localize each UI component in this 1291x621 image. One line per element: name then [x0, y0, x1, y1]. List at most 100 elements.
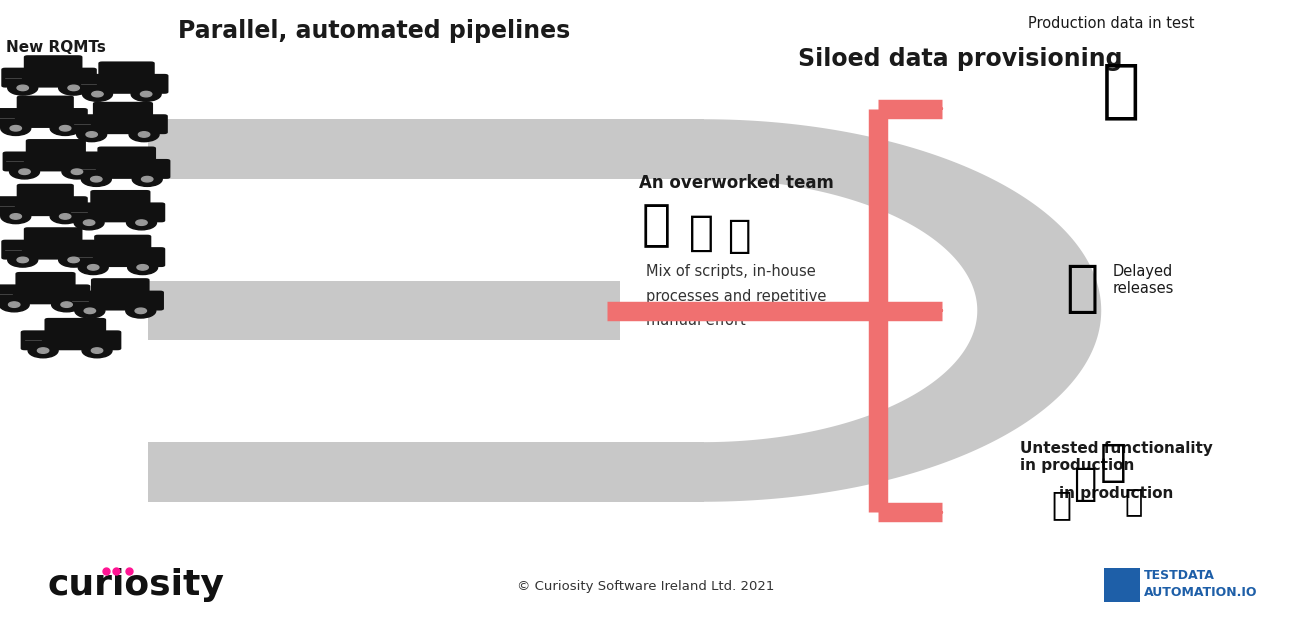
Circle shape	[0, 297, 30, 312]
Circle shape	[19, 169, 30, 175]
Circle shape	[59, 214, 71, 219]
Circle shape	[1, 209, 31, 224]
Text: curiosity: curiosity	[46, 568, 225, 602]
FancyBboxPatch shape	[77, 74, 168, 94]
FancyBboxPatch shape	[0, 284, 90, 304]
FancyBboxPatch shape	[94, 235, 151, 252]
Circle shape	[90, 176, 102, 182]
Text: 🚗: 🚗	[1124, 489, 1143, 517]
Text: 🔧: 🔧	[727, 217, 750, 255]
Circle shape	[84, 220, 94, 225]
Circle shape	[52, 297, 81, 312]
Bar	[148, 281, 620, 340]
FancyBboxPatch shape	[93, 102, 154, 119]
Circle shape	[83, 343, 112, 358]
FancyBboxPatch shape	[68, 291, 164, 310]
Text: in production: in production	[1059, 486, 1174, 501]
Circle shape	[10, 125, 22, 131]
Text: Siloed data provisioning: Siloed data provisioning	[798, 47, 1122, 71]
FancyBboxPatch shape	[26, 139, 86, 156]
Circle shape	[74, 215, 105, 230]
Circle shape	[17, 85, 28, 91]
Circle shape	[132, 172, 163, 186]
Bar	[148, 442, 620, 502]
Circle shape	[8, 253, 37, 267]
Text: New RQMTs: New RQMTs	[6, 40, 106, 55]
Circle shape	[88, 265, 99, 270]
Circle shape	[84, 308, 96, 314]
Circle shape	[58, 253, 89, 267]
Text: Delayed
releases: Delayed releases	[1113, 264, 1175, 296]
Circle shape	[86, 132, 97, 137]
FancyBboxPatch shape	[72, 247, 165, 267]
Circle shape	[142, 176, 152, 182]
Circle shape	[28, 343, 58, 358]
Circle shape	[59, 125, 71, 131]
Circle shape	[68, 85, 79, 91]
FancyBboxPatch shape	[75, 159, 170, 179]
Circle shape	[137, 265, 148, 270]
FancyBboxPatch shape	[70, 114, 168, 134]
Text: Mix of scripts, in-house
processes and repetitive
manual effort: Mix of scripts, in-house processes and r…	[646, 264, 826, 328]
Circle shape	[8, 81, 37, 95]
Circle shape	[81, 172, 111, 186]
Circle shape	[138, 132, 150, 137]
Text: 🚧: 🚧	[1065, 262, 1099, 315]
Circle shape	[17, 257, 28, 263]
FancyBboxPatch shape	[1, 240, 97, 260]
Circle shape	[62, 165, 92, 179]
FancyBboxPatch shape	[0, 196, 88, 216]
Circle shape	[128, 260, 158, 274]
Text: TESTDATA
AUTOMATION.IO: TESTDATA AUTOMATION.IO	[1144, 569, 1257, 599]
Circle shape	[37, 348, 49, 353]
Circle shape	[71, 169, 83, 175]
Text: Production data in test: Production data in test	[1028, 16, 1194, 30]
FancyBboxPatch shape	[98, 61, 155, 79]
Circle shape	[50, 209, 80, 224]
Text: 👮: 👮	[1101, 59, 1140, 121]
Circle shape	[83, 87, 112, 101]
FancyBboxPatch shape	[1, 68, 97, 88]
FancyBboxPatch shape	[23, 227, 83, 245]
Circle shape	[9, 302, 19, 307]
Circle shape	[10, 214, 22, 219]
Circle shape	[1, 121, 31, 135]
Text: An overworked team: An overworked team	[639, 174, 834, 192]
FancyBboxPatch shape	[0, 108, 88, 128]
FancyBboxPatch shape	[67, 202, 165, 222]
Text: © Curiosity Software Ireland Ltd. 2021: © Curiosity Software Ireland Ltd. 2021	[516, 581, 775, 593]
Circle shape	[9, 165, 40, 179]
Circle shape	[79, 260, 108, 274]
PathPatch shape	[704, 119, 1101, 502]
FancyBboxPatch shape	[3, 152, 101, 171]
FancyBboxPatch shape	[23, 55, 83, 73]
Text: Parallel, automated pipelines: Parallel, automated pipelines	[178, 19, 571, 43]
Circle shape	[125, 304, 156, 318]
Circle shape	[68, 257, 79, 263]
Text: 👷: 👷	[642, 201, 670, 249]
Circle shape	[127, 215, 156, 230]
Text: Untested functionality
in production: Untested functionality in production	[1020, 441, 1212, 473]
Bar	[620, 119, 704, 179]
Circle shape	[61, 302, 72, 307]
FancyBboxPatch shape	[17, 96, 74, 113]
Circle shape	[136, 308, 146, 314]
Circle shape	[92, 91, 103, 97]
Text: 📄: 📄	[688, 212, 714, 254]
Text: 🚗: 🚗	[1073, 465, 1096, 504]
FancyBboxPatch shape	[90, 190, 151, 207]
Text: 🚗: 🚗	[1051, 487, 1072, 521]
Circle shape	[92, 348, 103, 353]
FancyBboxPatch shape	[44, 318, 106, 335]
Circle shape	[132, 87, 161, 101]
Circle shape	[136, 220, 147, 225]
Circle shape	[50, 121, 80, 135]
FancyBboxPatch shape	[97, 147, 156, 164]
FancyBboxPatch shape	[1104, 568, 1140, 602]
FancyBboxPatch shape	[17, 184, 74, 201]
Circle shape	[129, 127, 159, 142]
Bar	[620, 442, 704, 502]
Circle shape	[76, 127, 107, 142]
FancyBboxPatch shape	[21, 330, 121, 350]
Circle shape	[58, 81, 89, 95]
